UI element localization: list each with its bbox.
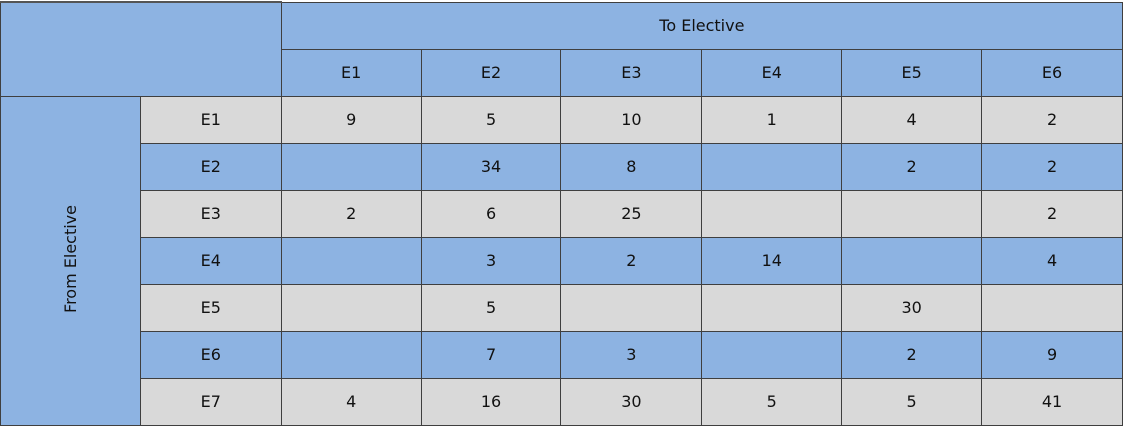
matrix-cell: 9 bbox=[280, 95, 422, 144]
matrix-cell: 30 bbox=[560, 377, 703, 426]
matrix-cell: 5 bbox=[420, 283, 562, 332]
table-row: E6 7 3 2 9 bbox=[1, 330, 1123, 379]
matrix-cell bbox=[280, 283, 422, 332]
matrix-cell: 2 bbox=[981, 189, 1123, 238]
matrix-cell bbox=[701, 142, 843, 191]
matrix-cell: 2 bbox=[981, 95, 1123, 144]
matrix-cell: 5 bbox=[841, 377, 983, 426]
matrix-cell bbox=[701, 283, 843, 332]
matrix-cell: 4 bbox=[280, 377, 422, 426]
column-header-e2: E2 bbox=[420, 48, 562, 97]
matrix-cell: 6 bbox=[420, 189, 562, 238]
column-header-e4: E4 bbox=[701, 48, 843, 97]
matrix-cell: 4 bbox=[981, 236, 1123, 285]
matrix-cell: 34 bbox=[420, 142, 562, 191]
matrix-cell: 2 bbox=[981, 142, 1123, 191]
matrix-cell: 8 bbox=[560, 142, 703, 191]
matrix-cell: 10 bbox=[560, 95, 703, 144]
matrix-cell: 3 bbox=[560, 330, 703, 379]
matrix-cell: 2 bbox=[280, 189, 422, 238]
column-header-e1: E1 bbox=[280, 48, 422, 97]
matrix-cell: 2 bbox=[560, 236, 703, 285]
matrix-cell bbox=[841, 189, 983, 238]
table-row: From Elective E1 9 5 10 1 4 2 bbox=[0, 95, 1123, 426]
matrix-cell bbox=[280, 330, 422, 379]
corner-cell bbox=[0, 1, 282, 97]
matrix-cell: 5 bbox=[420, 95, 562, 144]
table-row: E7 4 16 30 5 5 41 bbox=[1, 377, 1123, 426]
matrix-cell: 16 bbox=[420, 377, 562, 426]
row-header-e3: E3 bbox=[139, 189, 282, 238]
to-elective-header: To Elective bbox=[280, 1, 1123, 50]
row-header-e6: E6 bbox=[139, 330, 282, 379]
matrix-cell bbox=[701, 330, 843, 379]
matrix-cell: 2 bbox=[841, 330, 983, 379]
table-row: E4 3 2 14 4 bbox=[1, 236, 1123, 285]
column-header-e6: E6 bbox=[981, 48, 1123, 97]
matrix-cell bbox=[280, 236, 422, 285]
matrix-cell: 2 bbox=[841, 142, 983, 191]
matrix-cell: 9 bbox=[981, 330, 1123, 379]
matrix-cell bbox=[280, 142, 422, 191]
table-row: E3 2 6 25 2 bbox=[1, 189, 1123, 238]
row-header-e5: E5 bbox=[139, 283, 282, 332]
matrix-cell: 41 bbox=[981, 377, 1123, 426]
table-row: E5 5 30 bbox=[1, 283, 1123, 332]
matrix-cell bbox=[841, 236, 983, 285]
matrix-cell: 1 bbox=[701, 95, 843, 144]
table-row: E2 34 8 2 2 bbox=[1, 142, 1123, 191]
row-header-e7: E7 bbox=[139, 377, 282, 426]
matrix-cell: 30 bbox=[841, 283, 983, 332]
matrix-cell: 4 bbox=[841, 95, 983, 144]
row-header-e2: E2 bbox=[139, 142, 282, 191]
column-header-e3: E3 bbox=[560, 48, 703, 97]
matrix-cell: 25 bbox=[560, 189, 703, 238]
matrix-cell: 5 bbox=[701, 377, 843, 426]
matrix-cell: 14 bbox=[701, 236, 843, 285]
matrix-cell: 7 bbox=[420, 330, 562, 379]
row-header-e1: E1 bbox=[139, 95, 282, 144]
matrix-cell bbox=[981, 283, 1123, 332]
column-header-e5: E5 bbox=[841, 48, 983, 97]
matrix-cell bbox=[560, 283, 703, 332]
matrix-cell bbox=[701, 189, 843, 238]
from-elective-label: From Elective bbox=[60, 204, 80, 313]
row-header-e4: E4 bbox=[139, 236, 282, 285]
matrix-cell: 3 bbox=[420, 236, 562, 285]
from-elective-header: From Elective bbox=[0, 95, 141, 426]
